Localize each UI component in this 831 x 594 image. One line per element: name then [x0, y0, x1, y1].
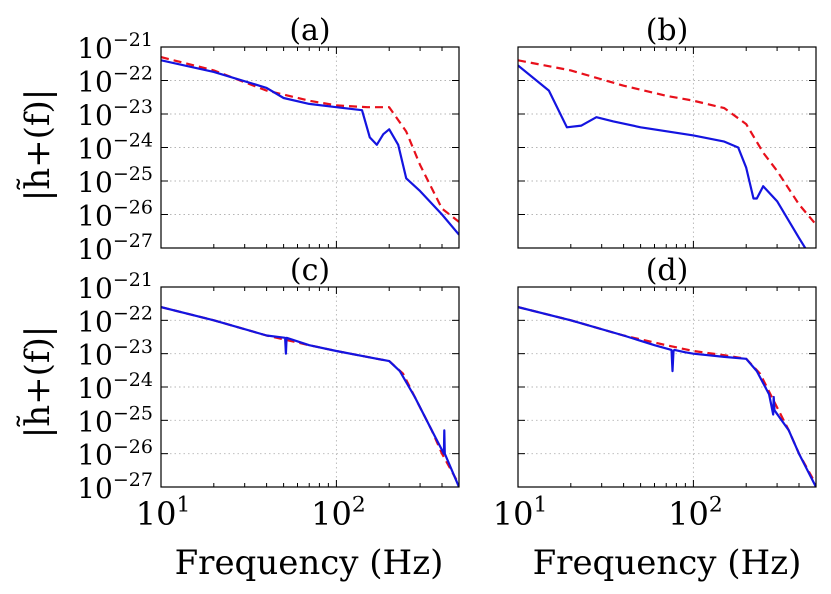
y-tick-label: 10−22	[77, 303, 153, 339]
series-dashed-line	[161, 56, 459, 223]
y-tick-label: 10−25	[77, 163, 153, 199]
panel-4: 101 102 (d)	[493, 253, 817, 533]
y-tick-label: 10−21	[77, 269, 153, 305]
ylabel-bottom: |h̃+(f)|	[17, 326, 58, 438]
y-tick-label: 10−23	[77, 96, 153, 132]
panel-title: (d)	[646, 253, 689, 288]
xlabel-right: Frequency (Hz)	[533, 543, 802, 583]
y-tick-label: 10−25	[77, 403, 153, 439]
series-dashed-line	[518, 306, 816, 485]
panel-2: (b)	[517, 13, 817, 249]
y-tick-label: 10−26	[77, 197, 153, 233]
y-tick-label: 10−27	[77, 230, 153, 266]
x-tick-label: 101	[493, 493, 548, 533]
series-solid-line	[161, 306, 459, 487]
series-solid-line	[518, 306, 816, 487]
y-tick-label: 10−27	[77, 469, 153, 505]
series-dashed-line	[518, 59, 816, 226]
series-solid-line	[161, 59, 459, 236]
y-tick-label: 10−23	[77, 336, 153, 372]
y-tick-label: 10−22	[77, 63, 153, 99]
x-tick-label: 101	[136, 493, 191, 533]
panel-title: (a)	[289, 13, 330, 48]
y-tick-label: 10−24	[77, 130, 153, 166]
y-tick-label: 10−24	[77, 369, 153, 405]
y-tick-label: 10−21	[77, 29, 153, 65]
panel-title: (b)	[646, 13, 689, 48]
panel-title: (c)	[290, 253, 330, 288]
series-solid-line	[518, 64, 807, 248]
xlabel-left: Frequency (Hz)	[175, 543, 444, 583]
x-tick-label: 102	[311, 493, 366, 533]
x-tick-label: 102	[668, 493, 723, 533]
ylabel-top: |h̃+(f)|	[17, 89, 58, 201]
y-tick-label: 10−26	[77, 436, 153, 472]
